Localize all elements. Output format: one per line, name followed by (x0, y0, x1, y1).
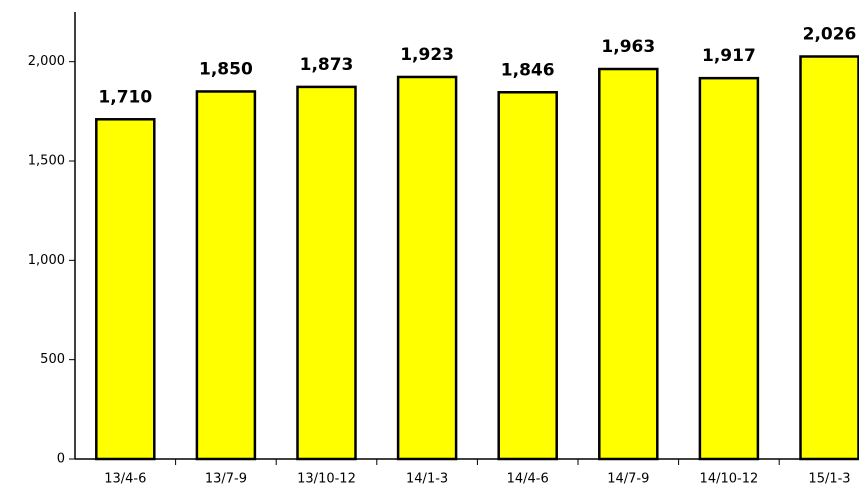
data-label: 2,026 (803, 25, 857, 45)
data-label: 1,917 (702, 46, 756, 66)
x-tick-label: 14/4-6 (507, 472, 549, 487)
bar (195, 90, 257, 461)
x-tick-label: 14/1-3 (406, 472, 448, 487)
bar (698, 76, 760, 461)
x-tick-label: 13/10-12 (297, 472, 356, 487)
bar (296, 85, 357, 461)
y-tick-label: 2,000 (28, 54, 65, 69)
data-label: 1,710 (98, 87, 152, 107)
y-tick-label: 0 (57, 452, 65, 467)
x-tick-label: 15/1-3 (808, 472, 850, 487)
data-label: 1,850 (199, 59, 253, 79)
x-tick-label: 14/10-12 (700, 472, 759, 487)
bar (95, 118, 156, 461)
data-label: 1,873 (300, 55, 354, 75)
x-tick-label: 13/7-9 (205, 472, 247, 487)
x-tick-label: 13/4-6 (104, 472, 146, 487)
bar (396, 75, 458, 461)
x-tick-label: 14/7-9 (607, 472, 649, 487)
data-label: 1,846 (501, 60, 555, 80)
y-tick-label: 1,500 (28, 154, 65, 169)
y-tick-label: 1,000 (28, 253, 65, 268)
data-label: 1,963 (601, 37, 655, 57)
y-tick-label: 500 (40, 352, 65, 367)
bar (598, 67, 659, 461)
data-label: 1,923 (400, 45, 454, 65)
bar (799, 55, 859, 461)
bar (497, 91, 558, 461)
